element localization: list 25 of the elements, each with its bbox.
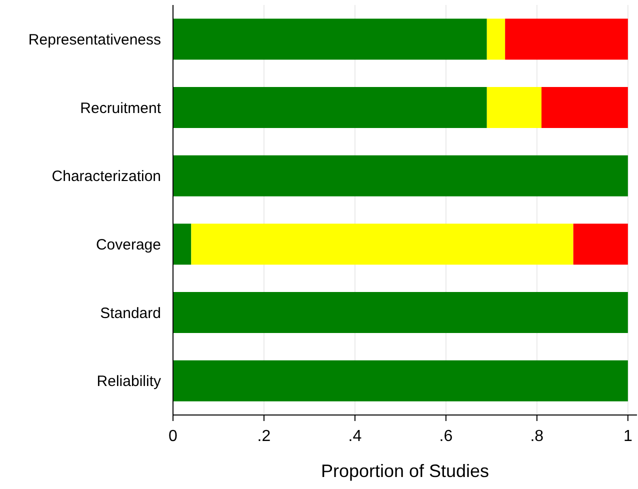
bar (173, 18, 487, 60)
y-tick-label: Representativeness (28, 31, 161, 48)
bar (486, 87, 542, 128)
x-tick-label: .4 (348, 428, 362, 445)
bar (173, 87, 487, 128)
bar (173, 155, 628, 196)
bar (191, 224, 574, 265)
x-tick-label: .8 (530, 428, 544, 445)
y-tick-label: Recruitment (80, 100, 162, 117)
bar (173, 360, 628, 402)
y-tick-label: Characterization (52, 168, 161, 186)
bar (505, 18, 628, 60)
bar (541, 87, 628, 128)
x-tick-label: .2 (257, 428, 271, 445)
y-tick-label: Coverage (96, 236, 161, 254)
bar (173, 292, 628, 333)
bar (573, 224, 628, 265)
x-tick-label: 0 (168, 428, 178, 445)
x-tick-label: 1 (623, 428, 632, 445)
bar (486, 18, 506, 60)
y-tick-label: Reliability (96, 373, 162, 390)
x-axis-title: Proportion of Studies (320, 461, 490, 481)
x-tick-label: .6 (439, 428, 453, 445)
bar (173, 224, 192, 265)
y-tick-label: Standard (100, 304, 161, 322)
